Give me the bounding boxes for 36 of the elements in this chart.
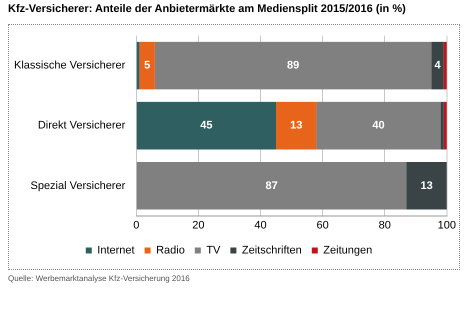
bar bbox=[136, 42, 140, 90]
data-label: 45 bbox=[200, 120, 213, 132]
bar bbox=[444, 102, 447, 150]
x-tick-label: 60 bbox=[316, 219, 329, 232]
legend-label: Zeitungen bbox=[323, 244, 372, 257]
bar bbox=[444, 42, 447, 90]
x-tick-label: 0 bbox=[133, 219, 140, 232]
bar bbox=[406, 162, 447, 210]
data-label: 87 bbox=[265, 180, 278, 192]
bar bbox=[316, 102, 441, 150]
data-label: 89 bbox=[286, 60, 300, 72]
legend-label: Zeitschriften bbox=[242, 244, 302, 257]
bar bbox=[139, 42, 155, 90]
source-note: Quelle: Werbemarktanalyse Kfz-Versicherung 2016 bbox=[8, 274, 190, 283]
data-label: 5 bbox=[144, 60, 150, 72]
bar bbox=[431, 42, 444, 90]
y-tick-label: Direkt Versicherer bbox=[38, 120, 126, 132]
chart-title: Kfz-Versicherer: Anteile der Anbietermärkte am Mediensplit 2015/2016 (in %) bbox=[8, 3, 406, 15]
bar bbox=[276, 102, 316, 150]
bar bbox=[154, 42, 432, 90]
legend-label: Internet bbox=[97, 244, 135, 257]
data-label: 4 bbox=[434, 60, 442, 72]
data-label: 13 bbox=[290, 120, 302, 132]
y-tick-label: Klassische Versicherer bbox=[14, 60, 126, 72]
x-tick-label: 80 bbox=[378, 219, 391, 232]
bar bbox=[136, 162, 406, 210]
bar bbox=[440, 102, 444, 150]
data-label: 13 bbox=[420, 180, 433, 192]
y-tick-label: Spezial Versicherer bbox=[30, 180, 126, 192]
legend-label: Radio bbox=[156, 244, 185, 257]
x-tick-label: 20 bbox=[192, 219, 205, 232]
bar bbox=[136, 102, 276, 150]
legend-label: TV bbox=[206, 244, 222, 257]
x-tick-label: 100 bbox=[438, 219, 456, 232]
data-label: 40 bbox=[372, 120, 385, 132]
x-tick-label: 40 bbox=[254, 219, 267, 232]
